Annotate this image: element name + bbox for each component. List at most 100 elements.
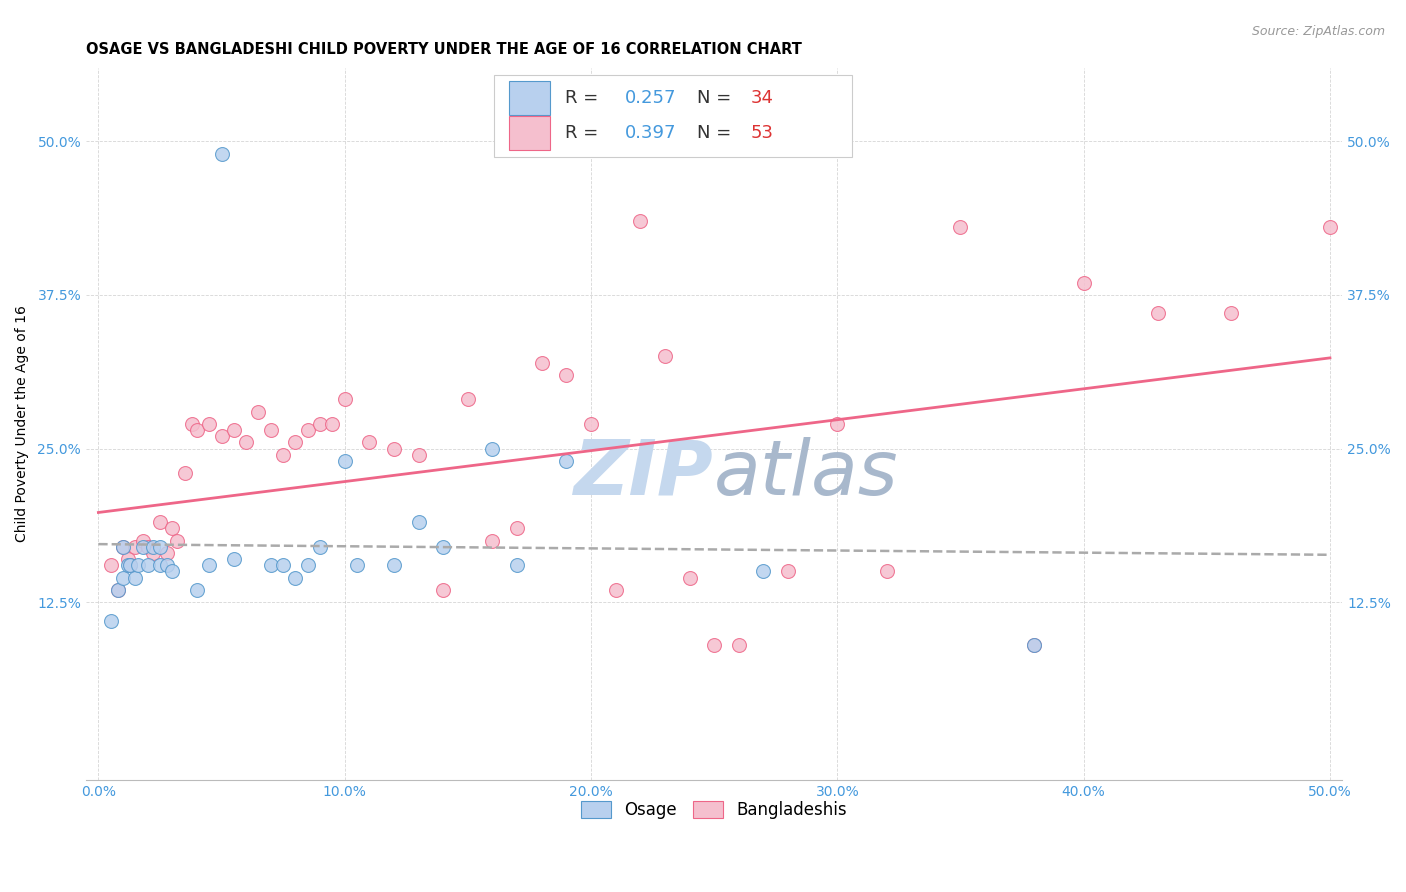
- Text: 0.257: 0.257: [626, 89, 676, 107]
- Point: [579, 417, 602, 431]
- Point: [120, 558, 142, 573]
- Point: [506, 558, 529, 573]
- Point: [124, 570, 146, 584]
- Point: [1319, 220, 1341, 235]
- Point: [605, 582, 627, 597]
- Point: [949, 220, 972, 235]
- Point: [359, 435, 381, 450]
- Point: [136, 540, 159, 554]
- FancyBboxPatch shape: [509, 81, 550, 115]
- Point: [432, 582, 454, 597]
- Point: [260, 558, 283, 573]
- Point: [382, 558, 405, 573]
- Point: [166, 533, 188, 548]
- Text: ZIP: ZIP: [575, 437, 714, 511]
- Point: [162, 565, 184, 579]
- Point: [432, 540, 454, 554]
- Point: [198, 558, 221, 573]
- Point: [222, 423, 245, 437]
- Point: [530, 355, 553, 369]
- Point: [149, 558, 172, 573]
- Point: [235, 435, 257, 450]
- FancyBboxPatch shape: [509, 116, 550, 151]
- Point: [260, 423, 283, 437]
- Point: [408, 516, 430, 530]
- Point: [117, 558, 139, 573]
- Point: [186, 582, 208, 597]
- Point: [124, 540, 146, 554]
- Point: [136, 558, 159, 573]
- Point: [271, 448, 294, 462]
- Point: [181, 417, 204, 431]
- Point: [100, 558, 122, 573]
- Point: [211, 146, 233, 161]
- Point: [1146, 306, 1168, 320]
- Point: [117, 552, 139, 566]
- Point: [321, 417, 343, 431]
- Point: [309, 417, 332, 431]
- Point: [107, 582, 129, 597]
- Text: atlas: atlas: [714, 437, 898, 511]
- Text: N =: N =: [696, 124, 737, 142]
- Point: [247, 405, 270, 419]
- Point: [198, 417, 221, 431]
- Point: [876, 565, 898, 579]
- Text: N =: N =: [696, 89, 737, 107]
- Point: [309, 540, 332, 554]
- Text: R =: R =: [565, 89, 603, 107]
- Point: [297, 558, 319, 573]
- Point: [408, 448, 430, 462]
- Point: [382, 442, 405, 456]
- Point: [1220, 306, 1243, 320]
- Legend: Osage, Bangladeshis: Osage, Bangladeshis: [574, 794, 853, 825]
- Point: [173, 466, 195, 480]
- Point: [149, 540, 172, 554]
- Point: [211, 429, 233, 443]
- Point: [555, 454, 578, 468]
- Point: [333, 454, 356, 468]
- Point: [111, 540, 134, 554]
- Point: [222, 552, 245, 566]
- Point: [111, 540, 134, 554]
- Point: [132, 540, 155, 554]
- Text: R =: R =: [565, 124, 603, 142]
- Point: [297, 423, 319, 437]
- Point: [1024, 638, 1046, 652]
- Point: [1024, 638, 1046, 652]
- Point: [100, 614, 122, 628]
- Text: 53: 53: [751, 124, 773, 142]
- Point: [284, 435, 307, 450]
- Text: Source: ZipAtlas.com: Source: ZipAtlas.com: [1251, 25, 1385, 38]
- Point: [628, 214, 651, 228]
- Point: [555, 368, 578, 382]
- Point: [156, 546, 179, 560]
- Point: [776, 565, 799, 579]
- Point: [284, 570, 307, 584]
- Point: [142, 540, 165, 554]
- Point: [186, 423, 208, 437]
- Point: [752, 565, 775, 579]
- Text: 0.397: 0.397: [626, 124, 676, 142]
- Text: 34: 34: [751, 89, 773, 107]
- Point: [333, 392, 356, 407]
- Point: [156, 558, 179, 573]
- Point: [132, 533, 155, 548]
- Point: [481, 533, 503, 548]
- Point: [457, 392, 479, 407]
- Point: [142, 546, 165, 560]
- Point: [107, 582, 129, 597]
- Point: [506, 521, 529, 535]
- Point: [111, 570, 134, 584]
- Point: [481, 442, 503, 456]
- Point: [120, 558, 142, 573]
- Point: [827, 417, 849, 431]
- Y-axis label: Child Poverty Under the Age of 16: Child Poverty Under the Age of 16: [15, 306, 30, 542]
- FancyBboxPatch shape: [495, 75, 852, 157]
- Point: [1073, 276, 1095, 290]
- Point: [346, 558, 368, 573]
- Point: [703, 638, 725, 652]
- Point: [162, 521, 184, 535]
- Point: [727, 638, 749, 652]
- Point: [127, 558, 149, 573]
- Point: [678, 570, 700, 584]
